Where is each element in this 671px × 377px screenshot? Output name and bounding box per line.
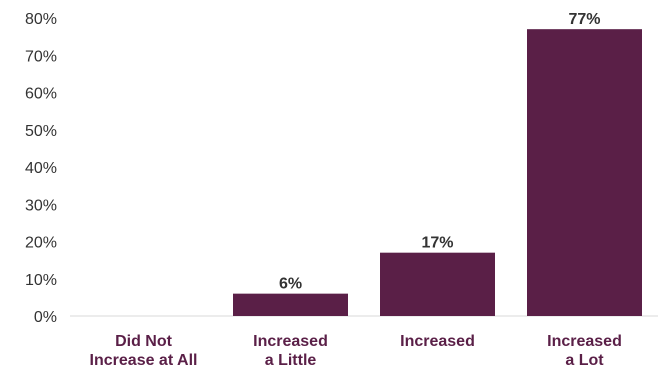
category-label: Increased a Little bbox=[253, 333, 328, 369]
category-label-line: Increased bbox=[400, 333, 475, 350]
category-label-line: Increase at All bbox=[90, 352, 198, 369]
category-label: Increased a Lot bbox=[547, 333, 622, 369]
y-tick-label: 80% bbox=[25, 11, 57, 28]
y-tick-label: 50% bbox=[25, 123, 57, 140]
y-tick-label: 10% bbox=[25, 272, 57, 289]
bar bbox=[527, 29, 642, 317]
y-tick-label: 30% bbox=[25, 197, 57, 214]
bars-layer bbox=[233, 29, 642, 317]
y-tick-label: 0% bbox=[34, 309, 57, 326]
bar bbox=[233, 293, 348, 316]
category-label-line: a Lot bbox=[565, 352, 604, 369]
axis-layer: 0% 10% 20% 30% 40% 50% 60% 70% 80% bbox=[25, 11, 658, 326]
labels-layer: Did Not Increase at All 6% Increased a Littl… bbox=[90, 11, 622, 369]
y-tick-label: 20% bbox=[25, 235, 57, 252]
y-tick-label: 40% bbox=[25, 160, 57, 177]
category-label-line: Did Not bbox=[115, 333, 173, 350]
category-label: Increased bbox=[400, 333, 475, 350]
data-label: 17% bbox=[421, 235, 453, 252]
y-tick-label: 60% bbox=[25, 86, 57, 103]
bar bbox=[380, 252, 495, 316]
category-label-line: a Little bbox=[265, 352, 317, 369]
category-label-line: Increased bbox=[253, 333, 328, 350]
category-label: Did Not Increase at All bbox=[90, 333, 198, 369]
y-tick-label: 70% bbox=[25, 48, 57, 65]
data-label: 77% bbox=[568, 11, 600, 28]
data-label: 6% bbox=[279, 276, 302, 293]
category-label-line: Increased bbox=[547, 333, 622, 350]
